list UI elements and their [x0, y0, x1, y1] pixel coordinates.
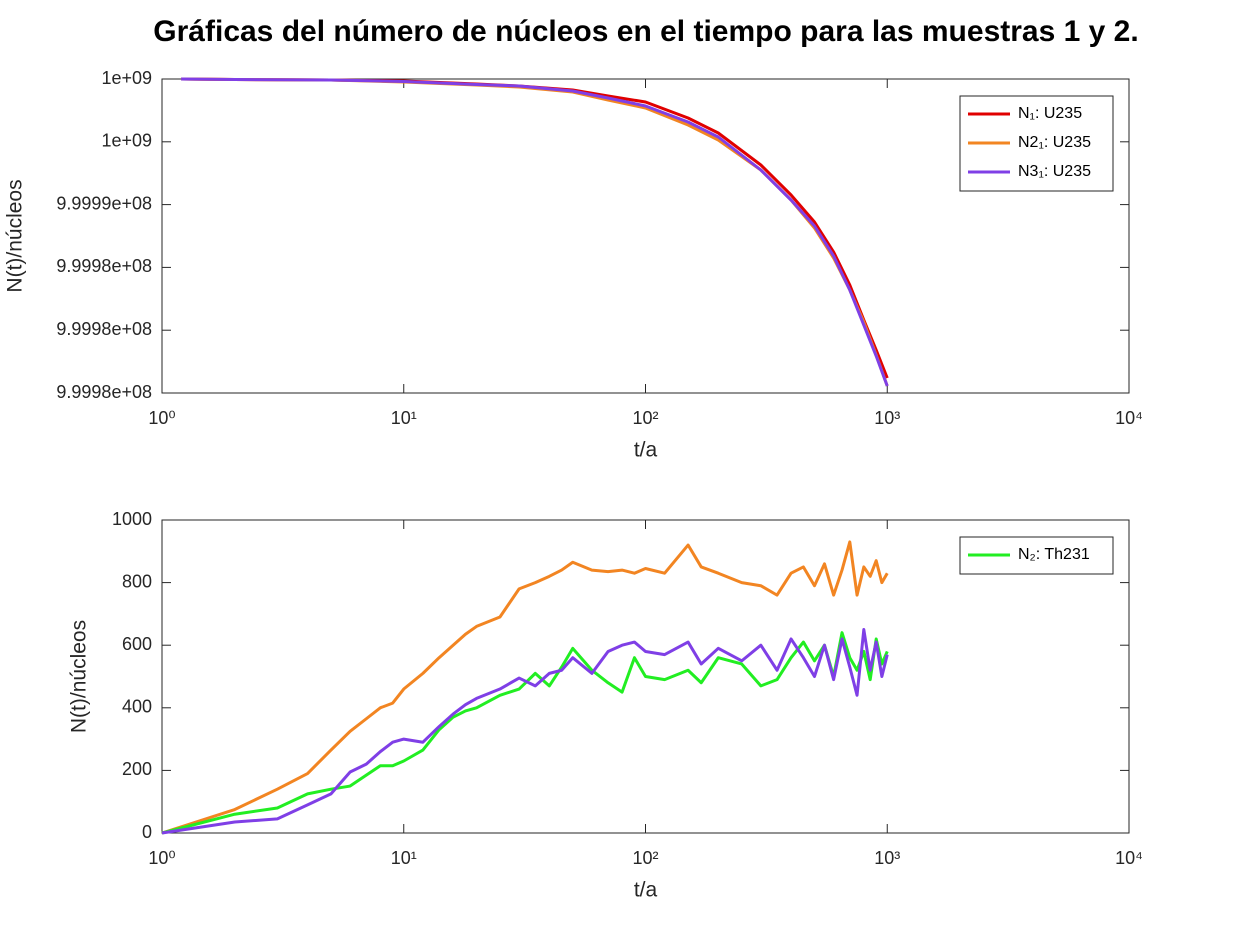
- legend-label: N₂: Th231: [1018, 546, 1090, 563]
- y-tick-label: 200: [122, 759, 152, 779]
- x-tick-label: 10⁴: [1115, 848, 1143, 868]
- x-tick-label: 10²: [632, 848, 658, 868]
- legend-label: N3₁: U235: [1018, 163, 1091, 180]
- x-tick-label: 10²: [632, 408, 658, 428]
- y-axis-label: N(t)/núcleos: [68, 620, 91, 733]
- legend-label: N2₁: U235: [1018, 134, 1091, 151]
- series-line: [161, 628, 889, 835]
- chart-title: Gráficas del número de núcleos en el tie…: [153, 15, 1138, 48]
- y-tick-label: 1e+09: [101, 68, 152, 88]
- y-tick-label: 0: [142, 822, 152, 842]
- x-tick-label: 10⁰: [148, 408, 175, 428]
- x-tick-label: 10⁴: [1115, 408, 1143, 428]
- y-tick-label: 800: [122, 571, 152, 591]
- y-tick-label: 600: [122, 634, 152, 654]
- y-tick-label: 1000: [112, 509, 152, 529]
- y-tick-label: 9.9998e+08: [56, 256, 152, 276]
- x-tick-label: 10³: [874, 848, 900, 868]
- x-tick-label: 10³: [874, 408, 900, 428]
- x-tick-label: 10¹: [391, 408, 417, 428]
- x-tick-label: 10¹: [391, 848, 417, 868]
- x-axis-label: t/a: [634, 879, 658, 902]
- x-tick-label: 10⁰: [148, 848, 175, 868]
- y-tick-label: 9.9998e+08: [56, 382, 152, 402]
- x-axis-label: t/a: [634, 439, 658, 462]
- y-tick-label: 1e+09: [101, 131, 152, 151]
- y-tick-label: 9.9999e+08: [56, 193, 152, 213]
- y-tick-label: 400: [122, 697, 152, 717]
- series-line: [161, 540, 889, 835]
- legend-label: N₁: U235: [1018, 105, 1082, 122]
- y-tick-label: 9.9998e+08: [56, 319, 152, 339]
- y-axis-label: N(t)/núcleos: [4, 179, 27, 292]
- series-line: [181, 77, 889, 387]
